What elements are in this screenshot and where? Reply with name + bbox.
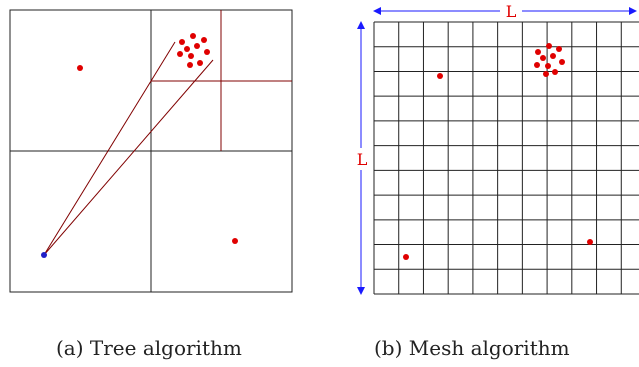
- mesh-width-label: L: [506, 2, 517, 21]
- source-particle: [41, 252, 47, 258]
- tree-cluster-particle: [177, 51, 183, 57]
- mesh-cluster-particle: [535, 49, 541, 55]
- mesh-cluster-particle: [534, 62, 540, 68]
- mesh-height-label: L: [357, 150, 368, 169]
- tree-cluster-particle: [188, 53, 194, 59]
- mesh-cluster-particle: [543, 71, 549, 77]
- tree-cluster-particle: [197, 60, 203, 66]
- mesh-panel: L L: [353, 1, 639, 295]
- tree-particle: [232, 238, 238, 244]
- tree-panel: [9, 9, 293, 293]
- tree-cluster-particle: [184, 46, 190, 52]
- mesh-cluster-particle: [559, 59, 565, 65]
- interaction-line-upper: [43, 41, 176, 256]
- tree-cluster: [177, 33, 210, 68]
- tree-cluster-particle: [187, 62, 193, 68]
- tree-cluster-particle: [204, 49, 210, 55]
- tree-particle: [77, 65, 83, 71]
- mesh-height-label-bg: [353, 148, 369, 170]
- mesh-width-label-bg: [500, 1, 522, 21]
- tree-caption: (a) Tree algorithm: [56, 336, 242, 360]
- mesh-cluster-particle: [550, 53, 556, 59]
- interaction-line-lower: [43, 59, 214, 256]
- tree-cluster-particle: [194, 43, 200, 49]
- mesh-particle: [403, 254, 409, 260]
- mesh-cluster-particle: [546, 43, 552, 49]
- mesh-cluster: [534, 43, 565, 77]
- tree-cluster-particle: [201, 37, 207, 43]
- mesh-grid: [373, 21, 639, 295]
- tree-cluster-particle: [190, 33, 196, 39]
- mesh-particle: [437, 73, 443, 79]
- mesh-cluster-particle: [545, 63, 551, 69]
- mesh-cluster-particle: [552, 69, 558, 75]
- mesh-particle: [587, 239, 593, 245]
- mesh-cluster-particle: [556, 46, 562, 52]
- mesh-cluster-particle: [540, 55, 546, 61]
- mesh-caption: (b) Mesh algorithm: [374, 336, 570, 360]
- tree-cluster-particle: [179, 39, 185, 45]
